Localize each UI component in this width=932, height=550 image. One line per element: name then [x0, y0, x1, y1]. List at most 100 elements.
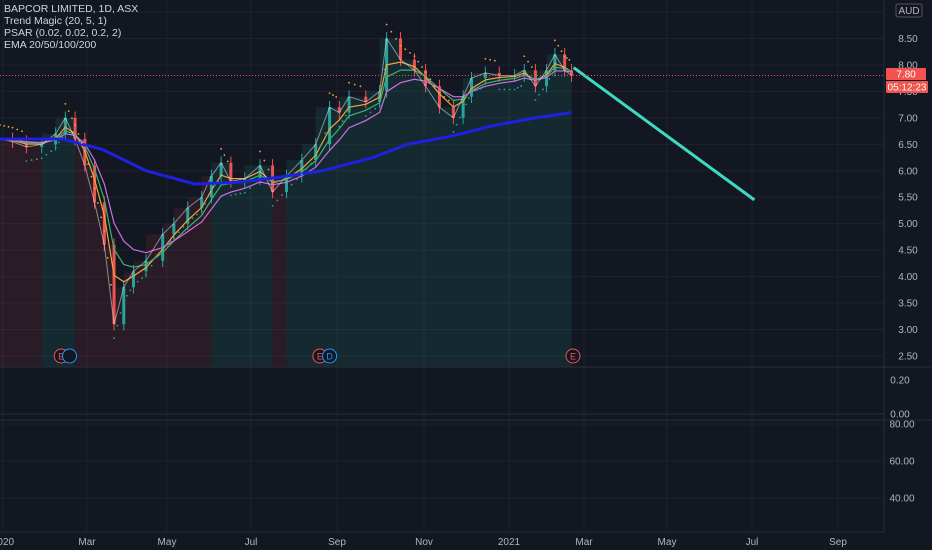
trend-band — [75, 139, 85, 367]
trend-band — [329, 107, 340, 368]
psar-dot — [77, 133, 80, 135]
candle-body — [461, 96, 465, 118]
event-marker-label: D — [326, 352, 333, 362]
psar-dot — [520, 85, 523, 87]
psar-dot — [290, 183, 293, 186]
candle-body — [144, 260, 148, 272]
psar-dot — [45, 153, 48, 156]
psar-dot — [210, 189, 213, 191]
psar-dot — [281, 194, 283, 197]
psar-dot — [345, 114, 347, 117]
psar-dot — [74, 124, 76, 126]
psar-dot — [25, 160, 28, 162]
candle-body — [328, 107, 332, 145]
psar-dot — [165, 243, 168, 246]
psar-dot — [548, 77, 551, 80]
candle-body — [209, 176, 213, 198]
psar-dot — [513, 88, 516, 91]
psar-dot — [383, 68, 386, 71]
x-tick-label: 2020 — [0, 537, 15, 548]
trend-band — [55, 117, 66, 367]
series-layer — [0, 23, 884, 340]
y-tick-label: 4.00 — [898, 272, 918, 283]
projection-line[interactable] — [572, 66, 756, 202]
psar-dot — [67, 110, 70, 112]
psar-dot — [100, 216, 103, 219]
y-tick-label: 6.00 — [898, 166, 918, 177]
trend-band — [94, 202, 105, 367]
psar-dot — [417, 60, 420, 63]
legend-psar[interactable]: PSAR (0.02, 0.02, 0.2, 2) — [4, 27, 122, 39]
candle-body — [132, 271, 136, 288]
ema-line-3 — [0, 70, 572, 254]
legend-trend-magic[interactable]: Trend Magic (20, 5, 1) — [4, 15, 107, 27]
trend-band — [400, 59, 415, 367]
currency-badge[interactable] — [895, 3, 923, 18]
trend-band — [535, 70, 547, 367]
psar-dot — [305, 167, 308, 170]
candle-body — [40, 144, 44, 147]
psar-dot — [0, 124, 1, 126]
psar-dot — [455, 123, 458, 126]
candle-body — [172, 223, 176, 235]
psar-dot — [186, 220, 189, 223]
psar-dot — [314, 157, 317, 160]
trend-band — [485, 72, 500, 368]
x-tick-label: May — [658, 537, 677, 548]
psar-dot — [459, 116, 461, 119]
psar-dot — [103, 229, 106, 232]
trend-band — [260, 165, 273, 367]
psar-dot — [129, 289, 132, 292]
psar-dot — [421, 66, 423, 68]
psar-dot — [489, 58, 491, 61]
psar-dot — [223, 154, 226, 157]
event-marker-label: E — [58, 352, 64, 362]
y-tick-label: 6.50 — [898, 140, 918, 151]
candle-body — [437, 86, 441, 108]
trend-band — [0, 139, 13, 367]
trend-band — [425, 86, 440, 368]
trend-band — [439, 107, 454, 368]
y-tick-label: 8.50 — [898, 34, 918, 45]
event-marker[interactable] — [322, 348, 338, 364]
legend-ema[interactable]: EMA 20/50/100/200 — [4, 39, 97, 51]
candle-body — [347, 96, 351, 113]
psar-dot — [50, 150, 53, 153]
psar-dot — [452, 130, 455, 133]
candle-body — [553, 54, 557, 71]
psar-dot — [196, 213, 199, 216]
psar-dot — [217, 180, 219, 182]
psar-dot — [557, 44, 560, 47]
psar-dot — [169, 240, 172, 242]
x-tick-label: 2021 — [498, 537, 521, 548]
candle-body — [533, 70, 537, 87]
psar-dot — [285, 189, 288, 191]
trend-band — [133, 260, 147, 367]
psar-dot — [534, 99, 537, 102]
psar-dot — [560, 50, 563, 53]
psar-dot — [359, 85, 362, 88]
psar-dot — [58, 141, 60, 144]
psar-dot — [434, 85, 436, 88]
candle-body — [93, 165, 97, 203]
psar-dot — [263, 159, 266, 162]
psar-dot — [467, 97, 470, 100]
pane3-tick-label: 60.00 — [889, 457, 914, 468]
psar-dot — [150, 264, 153, 267]
trend-band — [41, 133, 56, 367]
psar-dot — [177, 231, 180, 234]
trend-band — [146, 234, 163, 367]
event-marker[interactable] — [565, 348, 581, 364]
candle-body — [200, 197, 204, 208]
psar-dot — [80, 142, 83, 144]
event-marker[interactable] — [62, 348, 78, 364]
psar-dot — [200, 210, 203, 213]
psar-dot — [448, 99, 450, 102]
psar-dot — [553, 39, 556, 42]
trend-band — [272, 176, 287, 367]
candle-body — [364, 96, 368, 102]
psar-dot — [381, 86, 383, 89]
trend-band — [546, 54, 555, 367]
psar-dot — [54, 146, 57, 149]
